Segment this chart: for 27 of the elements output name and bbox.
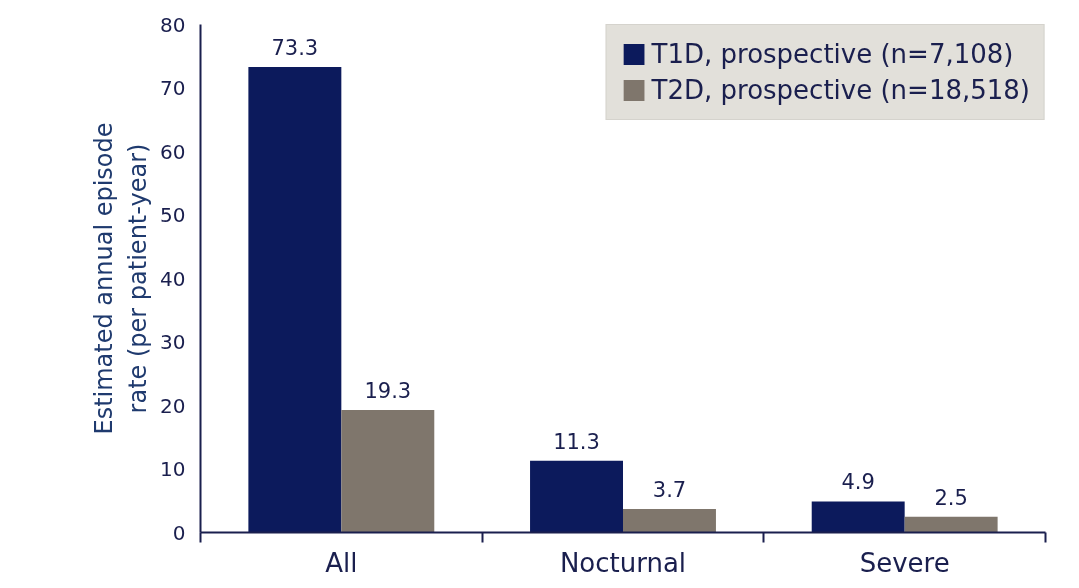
data-label: 73.3: [271, 36, 319, 61]
data-label: 11.3: [553, 429, 600, 454]
legend-label: T2D, prospective (n=18,518): [651, 75, 1030, 105]
y-tick-label: 50: [160, 203, 186, 227]
bar: [811, 501, 905, 533]
data-label: 2.5: [934, 485, 968, 510]
y-tick-label: 80: [160, 12, 186, 37]
x-tick-label: Severe: [859, 547, 950, 578]
y-tick-label: 40: [160, 266, 186, 291]
bar: [248, 67, 342, 533]
x-tick-label: Nocturnal: [559, 547, 687, 578]
legend-label: T1D, prospective (n=7,108): [651, 39, 1014, 69]
bar: [904, 516, 998, 533]
y-axis-title: Estimated annual episode rate (per patient-year): [90, 122, 153, 435]
bar: [623, 509, 716, 533]
y-tick-label: 60: [160, 139, 186, 164]
data-label: 19.3: [364, 378, 412, 403]
y-tick-label: 10: [160, 457, 186, 481]
x-tick-label: All: [325, 547, 358, 578]
bar: [530, 460, 623, 533]
y-tick-label: 20: [160, 393, 186, 418]
data-label: 3.7: [652, 478, 687, 503]
y-tick-label: 30: [160, 330, 186, 354]
y-tick-label: 70: [160, 76, 186, 100]
bar: [341, 409, 435, 533]
data-label: 4.9: [841, 470, 875, 495]
y-tick-label: 0: [172, 520, 186, 545]
